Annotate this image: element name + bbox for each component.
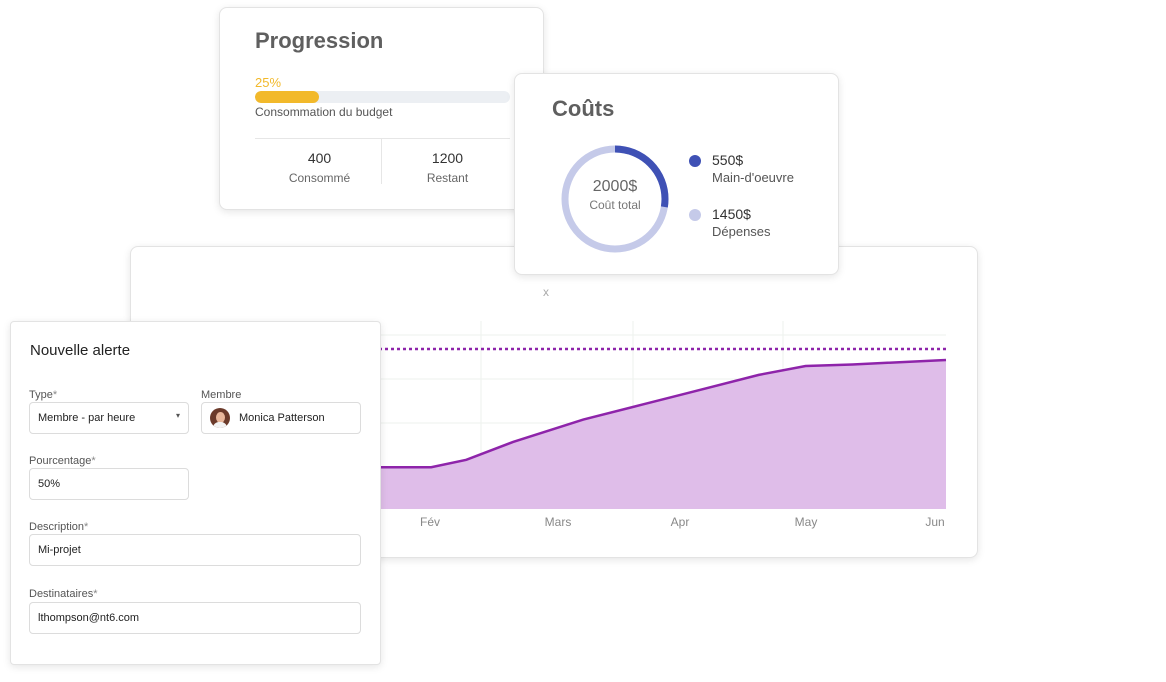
type-label: Type* — [29, 389, 58, 401]
progression-title: Progression — [255, 28, 384, 53]
total-cost-value: 2000$ — [592, 178, 638, 195]
chevron-down-icon: ▾ — [175, 411, 180, 420]
budget-progress-fill — [255, 91, 319, 103]
remaining-stat: 1200 Restant — [384, 150, 511, 185]
member-value: Monica Patterson — [239, 412, 325, 424]
progression-card: Progression 25% Consommation du budget 4… — [219, 7, 544, 210]
x-tick-label: Jun — [925, 515, 944, 529]
budget-progress-bar — [255, 91, 510, 103]
percentage-input[interactable]: 50% — [29, 468, 189, 500]
area-fill — [372, 360, 946, 509]
recipients-input[interactable]: lthompson@nt6.com — [29, 602, 361, 634]
costs-title: Coûts — [552, 96, 615, 121]
legend-label: Dépenses — [712, 224, 771, 239]
remaining-label: Restant — [426, 171, 469, 185]
member-label: Membre — [201, 389, 242, 401]
type-select-value: Membre - par heure — [38, 412, 136, 424]
type-select[interactable]: Membre - par heure ▾ — [29, 402, 189, 434]
divider — [255, 138, 510, 139]
budget-percent: 25% — [255, 75, 282, 90]
remaining-value: 1200 — [431, 150, 464, 166]
recipients-value: lthompson@nt6.com — [38, 612, 140, 624]
budget-caption: Consommation du budget — [255, 105, 393, 119]
form-title: Nouvelle alerte — [30, 342, 131, 359]
description-value: Mi-projet — [38, 544, 81, 556]
member-field[interactable]: Monica Patterson — [201, 402, 361, 434]
legend-dot — [689, 209, 701, 221]
avatar — [210, 408, 230, 428]
legend-value: 550$ — [712, 152, 744, 168]
consumed-stat: 400 Consommé — [256, 150, 383, 185]
x-tick-label: Fév — [420, 515, 440, 529]
consumed-value: 400 — [307, 150, 332, 166]
percentage-label: Pourcentage* — [29, 455, 96, 467]
new-alert-form: Nouvelle alerte Type* Membre - par heure… — [10, 321, 381, 665]
area-chart: Fév Mars Apr May Jun — [361, 321, 947, 529]
x-tick-label: Apr — [671, 515, 690, 529]
donut-segment-main-doeuvre — [561, 145, 669, 253]
legend-value: 1450$ — [712, 206, 751, 222]
legend-label: Main-d'oeuvre — [712, 170, 794, 185]
x-tick-label: May — [795, 515, 818, 529]
donut-center: 2000$ Coût total — [555, 178, 675, 212]
close-icon[interactable]: x — [543, 285, 549, 299]
percentage-value: 50% — [38, 478, 61, 490]
x-tick-label: Mars — [545, 515, 572, 529]
recipients-label: Destinataires* — [29, 588, 98, 600]
legend-dot — [689, 155, 701, 167]
series-line — [372, 358, 947, 469]
costs-donut-chart — [561, 145, 669, 253]
total-cost-label: Coût total — [589, 198, 641, 212]
description-label: Description* — [29, 521, 89, 533]
description-input[interactable]: Mi-projet — [29, 534, 361, 566]
costs-card: Coûts 2000$ Coût total 550$ Main-d'oeuvr… — [514, 73, 839, 275]
divider — [381, 139, 382, 184]
consumed-label: Consommé — [288, 171, 351, 185]
